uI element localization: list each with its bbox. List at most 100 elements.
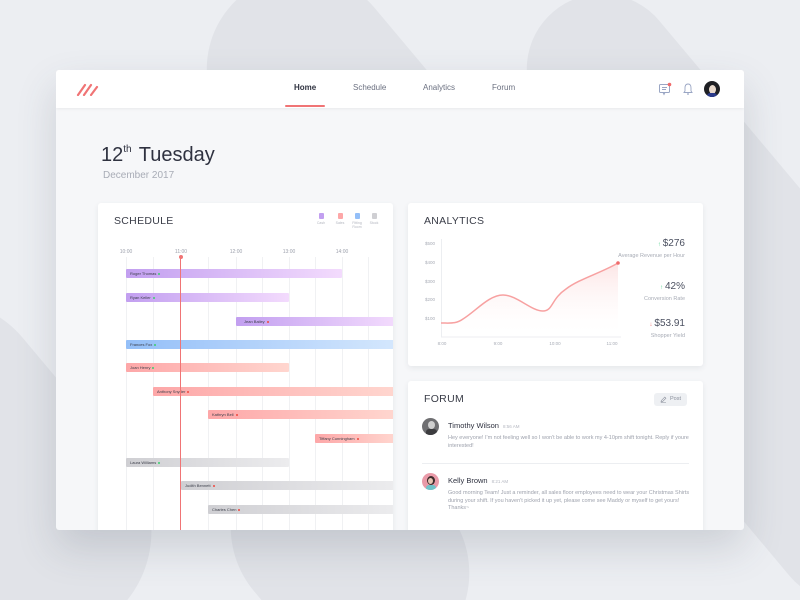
legend-sales[interactable]: Sales bbox=[331, 213, 349, 225]
shift-bar[interactable]: Frances Fox bbox=[126, 340, 393, 349]
shift-bar[interactable]: Roger Thomas bbox=[126, 269, 342, 278]
top-nav-bar: Home Schedule Analytics Forum bbox=[56, 70, 744, 108]
nav-analytics[interactable]: Analytics bbox=[423, 83, 456, 92]
arrow-up-icon: ↑ bbox=[657, 242, 661, 248]
bell-icon[interactable] bbox=[681, 82, 695, 96]
app-window: Home Schedule Analytics Forum 12th Tuesd… bbox=[56, 70, 744, 530]
shift-name: Laura Williams bbox=[130, 460, 157, 465]
nav-forum[interactable]: Forum bbox=[492, 83, 516, 92]
shift-name: Roger Thomas bbox=[130, 271, 157, 276]
legend-label: Fitting Room bbox=[352, 221, 362, 229]
day-suffix: th bbox=[123, 144, 132, 155]
arrow-up-icon: ↑ bbox=[659, 285, 663, 291]
brand-logo-icon[interactable] bbox=[76, 82, 102, 96]
nav-home[interactable]: Home bbox=[294, 83, 317, 92]
status-dot bbox=[158, 272, 161, 275]
status-dot bbox=[235, 413, 238, 416]
status-dot bbox=[356, 437, 359, 440]
message-body: Hey everyone! I'm not feeling well so I … bbox=[448, 435, 689, 449]
month-year: December 2017 bbox=[103, 170, 175, 181]
stat-revenue: ↑ $276 bbox=[658, 238, 685, 249]
shift-bar[interactable]: Judith Bennett bbox=[181, 481, 393, 490]
chat-icon[interactable] bbox=[658, 82, 672, 96]
author-avatar[interactable] bbox=[422, 473, 439, 490]
author-avatar[interactable] bbox=[422, 418, 439, 435]
author-name[interactable]: Kelly Brown bbox=[448, 476, 488, 485]
legend-stock[interactable]: Stock bbox=[365, 213, 383, 225]
legend-cash[interactable]: Cash bbox=[312, 213, 330, 225]
shift-name: Charles Chen bbox=[212, 507, 237, 512]
status-dot bbox=[152, 366, 155, 369]
shift-bar[interactable]: Tiffany Cunningham bbox=[315, 434, 393, 443]
x-tick: 8:00 bbox=[437, 341, 447, 346]
status-dot bbox=[152, 296, 155, 299]
current-time-line bbox=[180, 257, 181, 530]
status-dot bbox=[158, 461, 161, 464]
shift-bar[interactable]: Laura Williams bbox=[126, 458, 289, 467]
stat-label: Shopper Yield bbox=[650, 333, 685, 339]
y-tick: $500 bbox=[425, 241, 436, 246]
hour-label: 14:00 bbox=[335, 249, 349, 255]
legend-label: Sales bbox=[335, 221, 345, 225]
legend-fitting-room[interactable]: Fitting Room bbox=[348, 213, 366, 229]
stat-shopper-yield: ↓ $53.91 bbox=[649, 318, 685, 329]
current-time-dot bbox=[178, 255, 183, 259]
stat-conversion: ↑ 42% bbox=[660, 281, 685, 292]
y-tick: $100 bbox=[425, 316, 436, 321]
active-nav-indicator bbox=[285, 105, 325, 107]
status-dot bbox=[187, 390, 190, 393]
status-dot bbox=[154, 343, 157, 346]
stat-value: $276 bbox=[662, 238, 685, 249]
hour-label: 11:00 bbox=[174, 249, 188, 255]
user-avatar[interactable] bbox=[704, 81, 720, 97]
schedule-card: SCHEDULE Cash Sales Fitting Room Stock 1… bbox=[98, 203, 393, 530]
author-name[interactable]: Timothy Wilson bbox=[448, 421, 499, 430]
shift-name: Ryan Keller bbox=[130, 295, 151, 300]
legend-swatch bbox=[318, 213, 324, 219]
legend-label: Cash bbox=[316, 221, 326, 225]
shift-bar[interactable]: Anthony Snyder bbox=[153, 387, 393, 396]
stat-label: Average Revenue per Hour bbox=[618, 253, 685, 259]
x-tick: 10:00 bbox=[549, 341, 561, 346]
weekday: Tuesday bbox=[138, 144, 215, 166]
hour-label: 12:00 bbox=[229, 249, 243, 255]
message-time: 8:21 AM bbox=[491, 479, 509, 484]
shift-bar[interactable]: Ryan Keller bbox=[126, 293, 289, 302]
message-body: Good morning Team! Just a reminder, all … bbox=[448, 490, 690, 512]
shift-name: Judith Bennett bbox=[185, 483, 211, 488]
shift-name: Frances Fox bbox=[130, 342, 153, 347]
hour-label: 13:00 bbox=[282, 249, 296, 255]
status-dot bbox=[212, 484, 215, 487]
message-author: Timothy Wilson 8:56 AM bbox=[448, 421, 520, 430]
legend-label: Stock bbox=[369, 221, 379, 225]
message-divider bbox=[422, 463, 689, 464]
schedule-title: SCHEDULE bbox=[114, 215, 174, 227]
status-dot bbox=[266, 320, 269, 323]
message-time: 8:56 AM bbox=[502, 424, 520, 429]
stat-label: Conversion Rate bbox=[644, 296, 685, 302]
x-tick: 9:00 bbox=[493, 341, 503, 346]
shift-name: Joan Henry bbox=[130, 365, 151, 370]
forum-title: FORUM bbox=[424, 393, 464, 405]
shift-bar[interactable]: Kathryn Bell bbox=[208, 410, 393, 419]
x-tick: 11:00 bbox=[606, 341, 618, 346]
shift-bar[interactable]: Jean Bailey bbox=[236, 317, 393, 326]
y-tick: $300 bbox=[425, 279, 436, 284]
grid-line bbox=[126, 257, 127, 530]
post-button[interactable]: Post bbox=[654, 393, 687, 406]
hour-label: 10:00 bbox=[119, 249, 133, 255]
shift-name: Kathryn Bell bbox=[212, 412, 234, 417]
day-number: 12 bbox=[101, 144, 124, 166]
legend-swatch bbox=[371, 213, 377, 219]
shift-name: Jean Bailey bbox=[244, 319, 265, 324]
message-author: Kelly Brown 8:21 AM bbox=[448, 476, 508, 485]
analytics-card: ANALYTICS $500 $400 $300 $200 $100 8:00 … bbox=[408, 203, 703, 366]
shift-bar[interactable]: Joan Henry bbox=[126, 363, 289, 372]
page-title: 12th Tuesday bbox=[101, 144, 215, 167]
shift-bar[interactable]: Charles Chen bbox=[208, 505, 393, 514]
analytics-title: ANALYTICS bbox=[424, 215, 485, 227]
shift-name: Anthony Snyder bbox=[157, 389, 186, 394]
nav-schedule[interactable]: Schedule bbox=[353, 83, 387, 92]
forum-card: FORUM Post Timothy Wilson 8:56 AM Hey eve… bbox=[408, 381, 703, 530]
legend-swatch bbox=[337, 213, 343, 219]
